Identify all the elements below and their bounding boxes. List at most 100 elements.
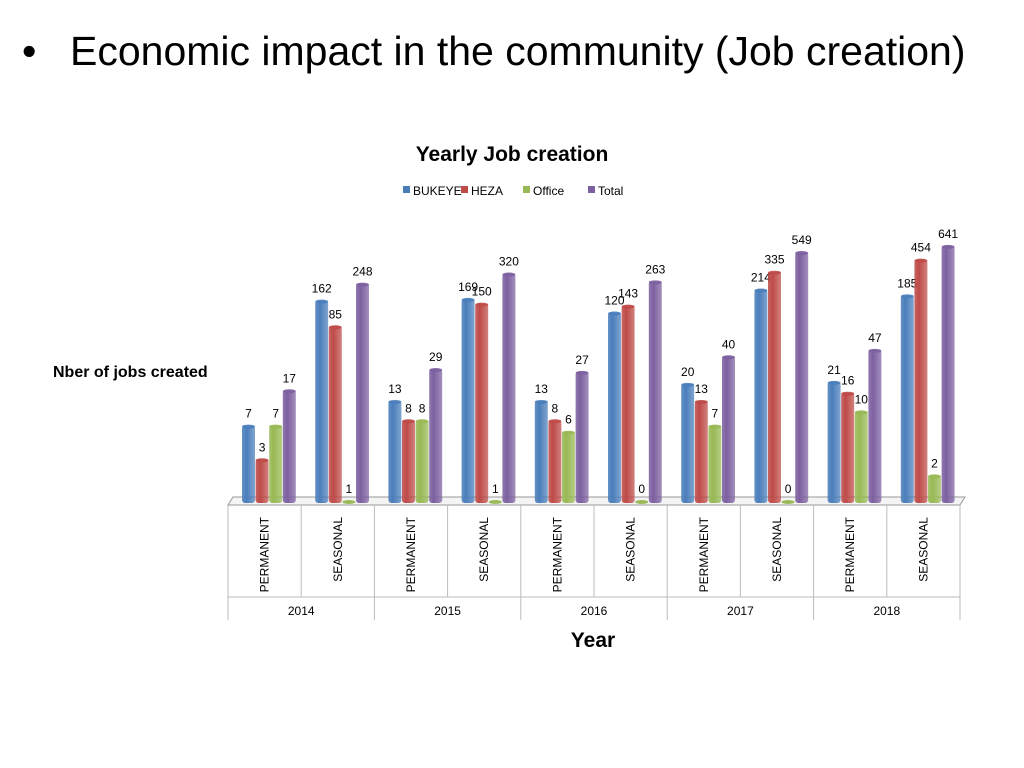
bar-top-bukeye <box>608 311 621 316</box>
bar-top-heza <box>694 399 708 404</box>
year-label: 2017 <box>727 604 754 618</box>
data-label: 162 <box>312 282 332 296</box>
bar-total <box>502 273 516 503</box>
data-label: 641 <box>938 227 958 241</box>
data-label: 3 <box>259 440 266 454</box>
data-label: 8 <box>419 401 426 415</box>
data-label: 13 <box>388 382 402 396</box>
category-label: SEASONAL <box>477 517 491 582</box>
bar-total <box>795 252 809 503</box>
legend-swatch-heza <box>461 186 468 193</box>
bar-top-total <box>429 368 443 373</box>
bar-top-office <box>781 500 795 504</box>
data-label: 8 <box>552 401 559 415</box>
legend-swatch-office <box>523 186 530 193</box>
data-label: 1 <box>346 482 353 496</box>
bar-bukeye <box>900 295 914 503</box>
bar-top-office <box>635 500 649 504</box>
category-label: SEASONAL <box>624 517 638 582</box>
bar-top-total <box>282 389 296 394</box>
category-label: SEASONAL <box>916 517 930 582</box>
legend-label-heza: HEZA <box>471 184 503 198</box>
year-label: 2015 <box>434 604 461 618</box>
data-label: 47 <box>868 331 882 345</box>
data-label: 143 <box>618 287 638 301</box>
data-label: 20 <box>681 365 695 379</box>
bar-heza <box>841 392 855 503</box>
bar-heza <box>402 420 415 503</box>
bar-top-bukeye <box>754 288 768 293</box>
bar-total <box>429 369 443 503</box>
bar-top-total <box>648 280 662 285</box>
data-label: 7 <box>272 407 279 421</box>
bar-heza <box>694 400 708 503</box>
bar-total <box>356 283 369 503</box>
bar-bukeye <box>608 312 621 503</box>
y-axis-label: Nber of jobs created <box>53 364 208 381</box>
bar-top-total <box>722 355 735 360</box>
data-label: 263 <box>645 262 665 276</box>
category-label: SEASONAL <box>331 517 345 582</box>
bar-heza <box>768 271 781 503</box>
category-label: PERMANENT <box>404 516 418 592</box>
legend-swatch-bukeye <box>403 186 410 193</box>
bar-top-total <box>941 244 955 249</box>
year-label: 2018 <box>873 604 900 618</box>
data-label: 320 <box>499 255 519 269</box>
legend-label-total: Total <box>598 184 623 198</box>
bar-top-bukeye <box>315 299 329 304</box>
bullet: • <box>22 28 37 74</box>
bar-top-bukeye <box>242 424 255 429</box>
bar-office <box>562 431 575 503</box>
category-label: PERMANENT <box>843 516 857 592</box>
bar-top-total <box>868 348 882 353</box>
slide-title-text: Economic impact in the community (Job cr… <box>70 28 966 74</box>
data-label: 0 <box>785 482 792 496</box>
bar-top-bukeye <box>388 399 402 404</box>
data-label: 214 <box>751 271 771 285</box>
bar-office <box>269 425 283 503</box>
bar-top-office <box>269 424 283 429</box>
bar-top-office <box>708 424 722 429</box>
bar-top-heza <box>768 270 781 275</box>
bar-bukeye <box>534 400 548 503</box>
legend-label-bukeye: BUKEYE <box>413 184 462 198</box>
bar-total <box>575 371 589 503</box>
category-label: PERMANENT <box>697 516 711 592</box>
data-label: 8 <box>405 401 412 415</box>
bar-office <box>854 411 868 503</box>
bar-total <box>648 281 662 503</box>
bar-top-office <box>415 419 429 424</box>
bar-bukeye <box>242 425 255 503</box>
bar-office <box>708 425 722 503</box>
data-label: 120 <box>604 294 624 308</box>
data-label: 335 <box>764 253 784 267</box>
category-axis: PERMANENT SEASONAL PERMANENT SEASONAL PERMAN… <box>227 504 961 620</box>
bar-heza <box>328 326 342 503</box>
bar-bukeye <box>681 383 695 503</box>
bar-top-office <box>854 410 868 415</box>
data-label: 10 <box>855 392 869 406</box>
category-label: SEASONAL <box>770 517 784 582</box>
bar-top-total <box>795 251 809 256</box>
bar-bukeye <box>754 289 768 503</box>
bar-top-bukeye <box>681 382 695 387</box>
bar-top-heza <box>841 391 855 396</box>
bar-top-bukeye <box>900 294 914 299</box>
data-label: 150 <box>472 285 492 299</box>
legend-label-office: Office <box>533 184 564 198</box>
data-label: 7 <box>712 407 719 421</box>
legend-swatch-total <box>588 186 595 193</box>
data-label: 169 <box>458 280 478 294</box>
bar-top-heza <box>328 325 342 330</box>
category-label: PERMANENT <box>550 516 564 592</box>
bar-top-heza <box>475 302 489 307</box>
year-label: 2014 <box>288 604 315 618</box>
data-label: 13 <box>535 382 549 396</box>
bar-top-heza <box>914 258 928 263</box>
bar-top-heza <box>621 304 635 309</box>
bar-heza <box>255 459 269 503</box>
data-label: 7 <box>245 407 252 421</box>
